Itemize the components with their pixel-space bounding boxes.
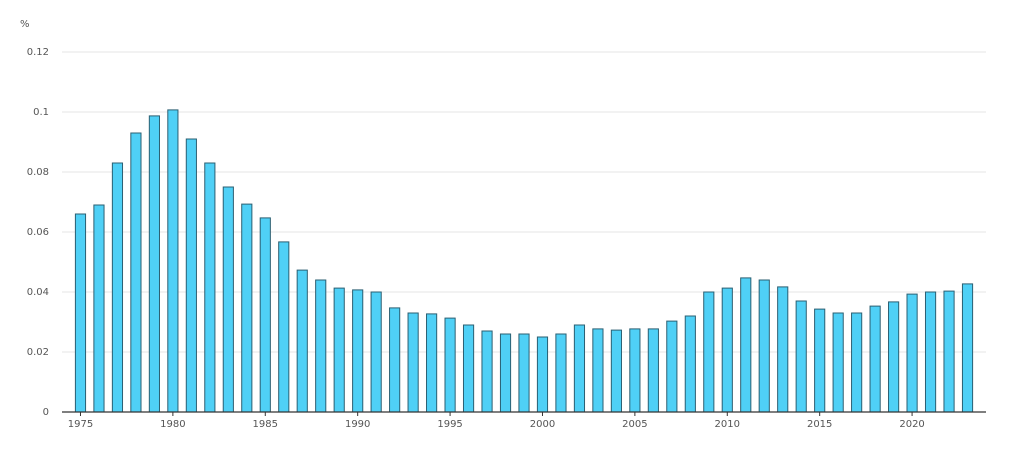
x-tick-label: 1995 xyxy=(437,419,462,430)
x-tick-label: 2000 xyxy=(530,419,555,430)
y-tick-label: 0.08 xyxy=(27,167,49,178)
y-tick-label: 0.06 xyxy=(27,227,49,238)
x-tick-label: 2005 xyxy=(622,419,647,430)
x-tick-label: 1975 xyxy=(68,419,93,430)
bar xyxy=(278,241,290,413)
bar xyxy=(426,313,438,413)
y-tick-label: 0.1 xyxy=(33,107,49,118)
bar xyxy=(296,269,308,413)
x-tick-label: 2015 xyxy=(807,419,832,430)
bar xyxy=(851,312,863,413)
bar xyxy=(906,293,918,413)
bar xyxy=(721,287,733,413)
y-tick-label: 0.02 xyxy=(27,347,49,358)
x-tick-label: 2010 xyxy=(715,419,740,430)
bar xyxy=(703,291,715,413)
bar xyxy=(407,312,419,413)
bar xyxy=(259,217,271,413)
x-tick-label: 1985 xyxy=(253,419,278,430)
x-tick-label: 1990 xyxy=(345,419,370,430)
bar xyxy=(167,109,179,413)
bar xyxy=(647,328,659,413)
bar xyxy=(499,333,512,413)
bar xyxy=(555,333,567,413)
bar xyxy=(315,279,327,413)
y-tick-label: 0.12 xyxy=(27,47,49,58)
bar xyxy=(740,277,752,413)
bar xyxy=(111,162,124,413)
bar xyxy=(924,291,937,413)
bar xyxy=(629,328,641,413)
y-axis-unit: % xyxy=(20,19,30,30)
bar xyxy=(222,186,234,413)
bar xyxy=(610,329,622,413)
bar xyxy=(185,138,197,413)
bar xyxy=(536,336,549,413)
bar xyxy=(352,289,364,413)
bar xyxy=(795,300,807,413)
y-tick-label: 0 xyxy=(43,407,49,418)
bar xyxy=(684,315,696,413)
x-tick-label: 2020 xyxy=(899,419,924,430)
bar xyxy=(481,330,493,413)
bar xyxy=(758,279,770,413)
bar xyxy=(389,307,401,413)
bar xyxy=(148,115,160,413)
bar xyxy=(241,203,253,413)
bar xyxy=(666,320,678,413)
bar xyxy=(888,301,900,413)
bar xyxy=(832,312,844,413)
bar xyxy=(462,324,475,413)
bar xyxy=(130,132,142,413)
x-tick-label: 1980 xyxy=(160,419,185,430)
bar xyxy=(943,290,955,413)
bar xyxy=(204,162,216,413)
bar xyxy=(814,308,826,413)
bar xyxy=(93,204,105,413)
bar xyxy=(869,305,881,413)
bar xyxy=(592,328,604,413)
bar xyxy=(74,213,87,413)
bar xyxy=(444,317,456,413)
bar xyxy=(573,324,586,413)
bar xyxy=(333,287,345,413)
y-tick-label: 0.04 xyxy=(27,287,49,298)
bar xyxy=(777,286,789,413)
bar xyxy=(370,291,382,413)
bar xyxy=(961,283,974,413)
bar xyxy=(518,333,530,413)
